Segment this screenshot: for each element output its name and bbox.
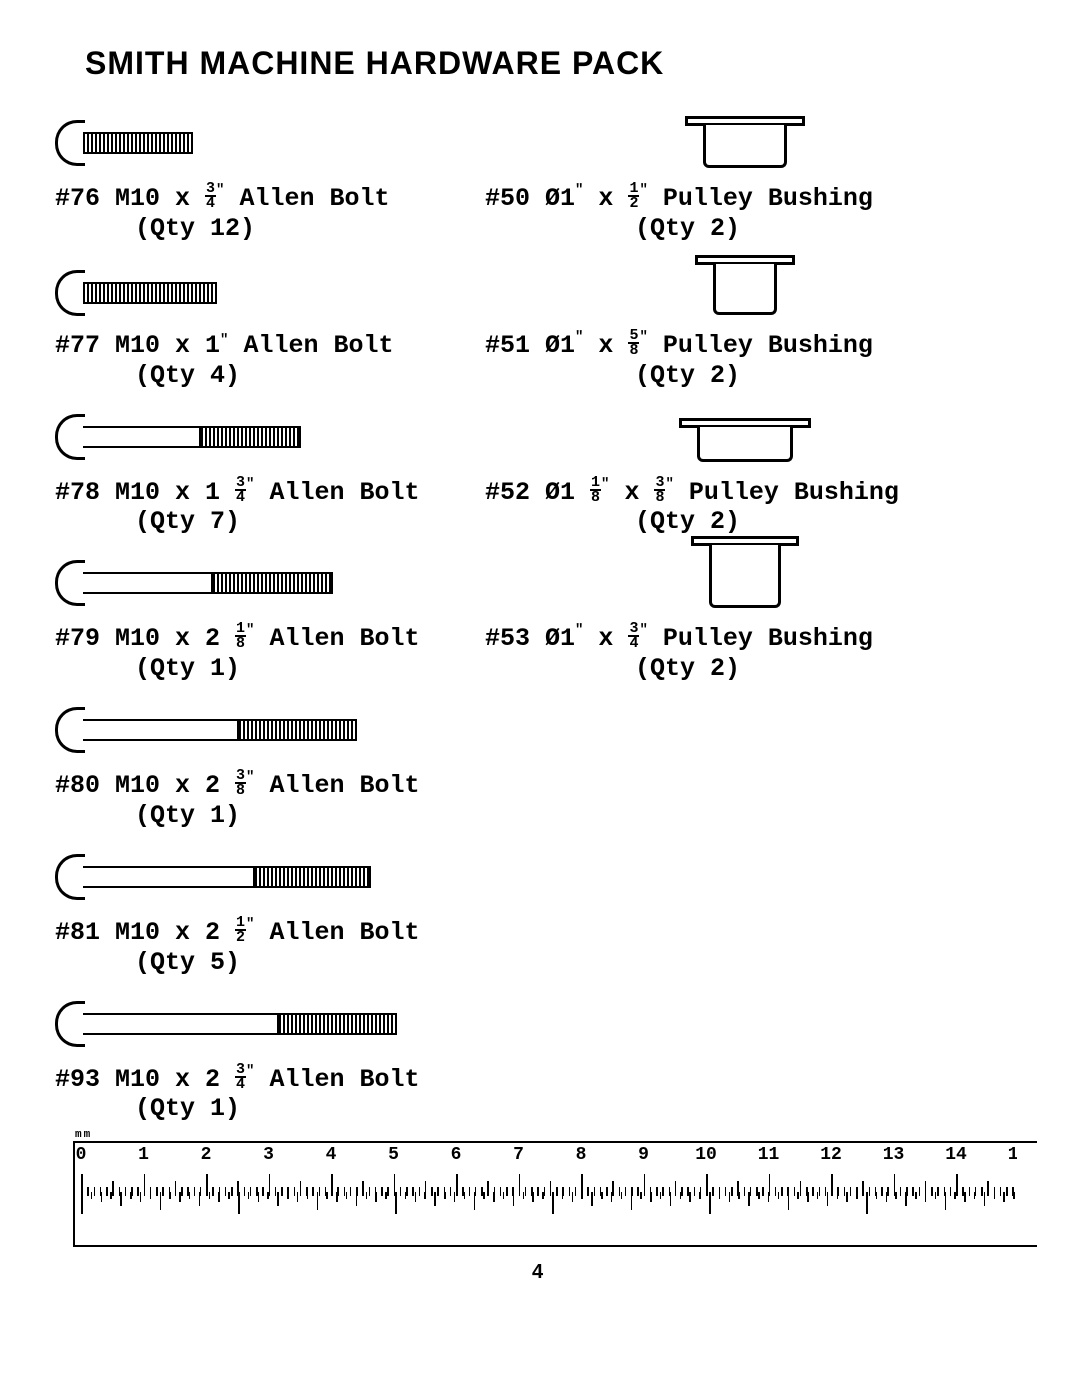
bolt-qty: (Qty 4) bbox=[55, 361, 485, 390]
hardware-row: #77 M10 x 1ʺ Allen Bolt (Qty 4) #51 Ø1ʺ … bbox=[55, 249, 1020, 390]
bolt-qty: (Qty 1) bbox=[55, 1094, 485, 1123]
bushing-cell: #52 Ø1 18ʺ x 38ʺ Pulley Bushing (Qty 2) bbox=[485, 396, 1005, 537]
bushing-caption: #52 Ø1 18ʺ x 38ʺ Pulley Bushing bbox=[485, 476, 1005, 508]
bolt-cell: #81 M10 x 2 12ʺ Allen Bolt (Qty 5) bbox=[55, 836, 485, 977]
bolt-caption: #76 M10 x 34ʺ Allen Bolt bbox=[55, 182, 485, 214]
bushing-cell: #50 Ø1ʺ x 12ʺ Pulley Bushing (Qty 2) bbox=[485, 102, 1005, 243]
bolt-icon bbox=[55, 852, 375, 902]
bolt-qty: (Qty 5) bbox=[55, 948, 485, 977]
hardware-row: #81 M10 x 2 12ʺ Allen Bolt (Qty 5) bbox=[55, 836, 1020, 977]
bolt-cell: #78 M10 x 1 34ʺ Allen Bolt (Qty 7) bbox=[55, 396, 485, 537]
bolt-icon bbox=[55, 118, 197, 168]
page-title: SMITH MACHINE HARDWARE PACK bbox=[85, 45, 1020, 82]
bolt-caption: #81 M10 x 2 12ʺ Allen Bolt bbox=[55, 916, 485, 948]
bolt-qty: (Qty 7) bbox=[55, 507, 485, 536]
bolt-caption: #77 M10 x 1ʺ Allen Bolt bbox=[55, 332, 485, 361]
bushing-caption: #50 Ø1ʺ x 12ʺ Pulley Bushing bbox=[485, 182, 1005, 214]
bushing-qty: (Qty 2) bbox=[485, 214, 1005, 243]
page-number: 4 bbox=[55, 1261, 1020, 1284]
hardware-row: #93 M10 x 2 34ʺ Allen Bolt (Qty 1) bbox=[55, 983, 1020, 1124]
bolt-icon bbox=[55, 705, 361, 755]
hardware-row: #80 M10 x 2 38ʺ Allen Bolt (Qty 1) bbox=[55, 689, 1020, 830]
bolt-qty: (Qty 1) bbox=[55, 801, 485, 830]
bushing-caption: #51 Ø1ʺ x 58ʺ Pulley Bushing bbox=[485, 329, 1005, 361]
bolt-caption: #93 M10 x 2 34ʺ Allen Bolt bbox=[55, 1063, 485, 1095]
bolt-cell: #80 M10 x 2 38ʺ Allen Bolt (Qty 1) bbox=[55, 689, 485, 830]
bushing-icon bbox=[685, 116, 805, 168]
bushing-cell: #51 Ø1ʺ x 58ʺ Pulley Bushing (Qty 2) bbox=[485, 249, 1005, 390]
hardware-row: #76 M10 x 34ʺ Allen Bolt (Qty 12) #50 Ø1… bbox=[55, 102, 1020, 243]
bolt-caption: #78 M10 x 1 34ʺ Allen Bolt bbox=[55, 476, 485, 508]
bushing-qty: (Qty 2) bbox=[485, 361, 1005, 390]
bolt-caption: #80 M10 x 2 38ʺ Allen Bolt bbox=[55, 769, 485, 801]
bushing-qty: (Qty 2) bbox=[485, 654, 1005, 683]
bushing-cell: #53 Ø1ʺ x 34ʺ Pulley Bushing (Qty 2) bbox=[485, 542, 1005, 683]
bolt-caption: #79 M10 x 2 18ʺ Allen Bolt bbox=[55, 622, 485, 654]
ruler-mm-label: mm bbox=[75, 1129, 1020, 1141]
bolt-qty: (Qty 12) bbox=[55, 214, 485, 243]
bolt-icon bbox=[55, 268, 221, 318]
bolt-qty: (Qty 1) bbox=[55, 654, 485, 683]
bushing-icon bbox=[695, 255, 795, 315]
hardware-row: #78 M10 x 1 34ʺ Allen Bolt (Qty 7) #52 Ø… bbox=[55, 396, 1020, 537]
bushing-caption: #53 Ø1ʺ x 34ʺ Pulley Bushing bbox=[485, 622, 1005, 654]
ruler: mm 0123456789101112131415 01ʺ2ʺ3ʺ4ʺ5ʺ6ʺ bbox=[55, 1129, 1020, 1247]
hardware-row: #79 M10 x 2 18ʺ Allen Bolt (Qty 1) #53 Ø… bbox=[55, 542, 1020, 683]
bolt-icon bbox=[55, 999, 401, 1049]
bushing-icon bbox=[679, 418, 811, 462]
bushing-qty: (Qty 2) bbox=[485, 507, 1005, 536]
bolt-cell: #79 M10 x 2 18ʺ Allen Bolt (Qty 1) bbox=[55, 542, 485, 683]
hardware-pack-page: SMITH MACHINE HARDWARE PACK #76 M10 x 34… bbox=[0, 0, 1080, 1397]
bolt-icon bbox=[55, 558, 337, 608]
ruler-inch-ticks bbox=[75, 1192, 1037, 1216]
bolt-cell: #93 M10 x 2 34ʺ Allen Bolt (Qty 1) bbox=[55, 983, 485, 1124]
bolt-cell: #76 M10 x 34ʺ Allen Bolt (Qty 12) bbox=[55, 102, 485, 243]
bolt-cell: #77 M10 x 1ʺ Allen Bolt (Qty 4) bbox=[55, 252, 485, 390]
bushing-icon bbox=[691, 536, 799, 608]
bolt-icon bbox=[55, 412, 305, 462]
ruler-body: 0123456789101112131415 01ʺ2ʺ3ʺ4ʺ5ʺ6ʺ bbox=[73, 1141, 1037, 1247]
hardware-list: #76 M10 x 34ʺ Allen Bolt (Qty 12) #50 Ø1… bbox=[55, 96, 1020, 1123]
